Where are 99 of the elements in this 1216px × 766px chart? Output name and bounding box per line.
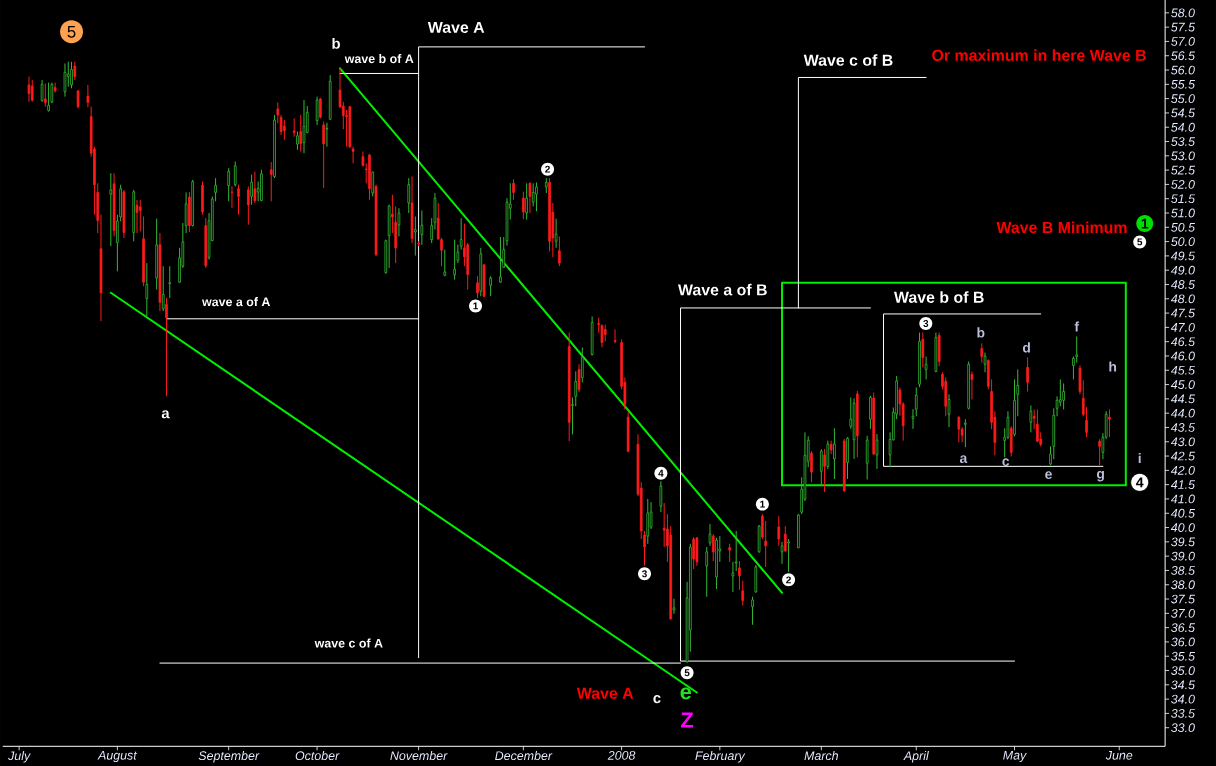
y-tick-label: 53.0 — [1171, 151, 1195, 161]
x-tick-label: June — [1105, 750, 1133, 760]
y-tick-label: 42.5 — [1170, 451, 1196, 461]
annotation: b — [332, 37, 340, 49]
y-tick-label: 36.0 — [1171, 637, 1195, 647]
y-tick-label: 51.5 — [1171, 194, 1196, 203]
y-tick-label: 48.5 — [1170, 279, 1196, 289]
y-tick-label: 39.0 — [1171, 551, 1195, 561]
annotation: Wave b of B — [894, 291, 984, 303]
annotation: wave b of A — [344, 53, 414, 64]
y-tick-label: 49.0 — [1170, 265, 1195, 275]
y-tick-label: 34.5 — [1171, 680, 1196, 690]
annotation: b — [977, 327, 985, 338]
annotation: Wave c of B — [803, 54, 893, 66]
annotation: Wave A — [576, 687, 634, 699]
y-tick-label: 35.5 — [1171, 651, 1196, 661]
y-tick-label: 54.5 — [1171, 108, 1196, 118]
annotation: 4 — [658, 469, 664, 477]
annotation: Z — [681, 712, 694, 728]
y-tick-label: 56.5 — [1171, 51, 1196, 61]
y-tick-label: 54.0 — [1171, 122, 1195, 132]
y-tick-label: 51.0 — [1171, 208, 1195, 218]
y-tick-label: 40.0 — [1170, 523, 1195, 532]
y-tick-label: 37.5 — [1171, 594, 1196, 604]
annotation: i — [1138, 452, 1141, 463]
x-tick-label: September — [198, 750, 260, 763]
x-tick-label: February — [695, 750, 746, 763]
y-tick-label: 41.5 — [1170, 480, 1196, 489]
annotation: wave a of A — [202, 296, 271, 307]
y-tick-label: 52.5 — [1171, 165, 1196, 175]
annotation: c — [653, 694, 661, 704]
y-tick-label: 36.5 — [1171, 623, 1196, 632]
y-tick-label: 55.5 — [1171, 79, 1196, 89]
annotation: d — [1022, 342, 1030, 353]
y-tick-label: 33.5 — [1171, 708, 1196, 718]
y-tick-label: 44.0 — [1170, 408, 1195, 418]
y-tick-label: 33.0 — [1171, 723, 1195, 732]
x-tick-label: April — [903, 750, 929, 763]
annotation: a — [959, 455, 968, 463]
y-tick-label: 40.5 — [1170, 508, 1196, 518]
y-tick-label: 56.0 — [1171, 65, 1195, 75]
annotation: g — [1096, 470, 1104, 482]
x-tick-label: December — [495, 750, 553, 760]
y-tick-label: 45.0 — [1170, 380, 1195, 389]
annotation: e — [680, 687, 692, 700]
y-tick-label: 52.0 — [1171, 179, 1195, 189]
annotation: 1 — [473, 302, 479, 310]
annotation: c — [1002, 458, 1010, 466]
y-tick-label: 39.5 — [1171, 537, 1196, 547]
y-tick-label: 43.5 — [1170, 422, 1196, 432]
y-tick-label: 47.0 — [1170, 322, 1195, 332]
annotation: 2 — [545, 165, 550, 173]
annotation: 5 — [67, 25, 76, 38]
annotation: Or maximum in here Wave B — [932, 49, 1146, 61]
annotation: wave c of A — [314, 638, 383, 648]
y-tick-label: 50.0 — [1171, 237, 1195, 246]
y-tick-label: 58.0 — [1171, 8, 1195, 18]
x-tick-label: May — [1003, 750, 1027, 762]
annotation: 2 — [786, 576, 791, 584]
annotation: Wave B Minimum — [996, 221, 1127, 234]
y-tick-label: 34.0 — [1171, 694, 1195, 704]
x-tick-label: November — [390, 750, 448, 760]
y-tick-label: 57.5 — [1171, 22, 1196, 32]
x-tick-label: July — [8, 750, 31, 763]
y-tick-label: 45.5 — [1170, 365, 1196, 375]
y-tick-label: 53.5 — [1171, 137, 1196, 146]
x-tick-label: 2008 — [607, 750, 636, 760]
y-tick-label: 46.5 — [1170, 337, 1196, 346]
annotation: 5 — [684, 669, 690, 677]
y-tick-label: 38.5 — [1171, 565, 1196, 575]
y-tick-label: 35.0 — [1171, 666, 1195, 675]
y-tick-label: 41.0 — [1170, 494, 1195, 504]
y-tick-label: 46.0 — [1170, 351, 1195, 361]
y-tick-label: 48.0 — [1170, 294, 1195, 304]
annotation: 3 — [641, 570, 647, 578]
annotation: h — [1109, 361, 1117, 372]
annotation: 4 — [1136, 477, 1144, 488]
y-tick-label: 55.0 — [1171, 94, 1195, 103]
y-tick-label: 44.5 — [1170, 394, 1196, 404]
y-tick-label: 49.5 — [1170, 251, 1196, 261]
y-tick-label: 50.5 — [1171, 222, 1196, 232]
y-tick-label: 38.0 — [1171, 580, 1195, 590]
annotation: a — [161, 410, 170, 419]
x-tick-label: August — [97, 750, 138, 762]
annotation: 1 — [760, 500, 765, 508]
y-tick-label: 47.5 — [1170, 308, 1196, 318]
annotation: e — [1045, 471, 1052, 479]
annotation: 1 — [1141, 218, 1149, 229]
y-tick-label: 43.0 — [1170, 437, 1195, 447]
x-tick-label: October — [295, 750, 340, 760]
annotation: 3 — [923, 319, 929, 327]
annotation: Wave a of B — [678, 283, 767, 296]
annotation: Wave A — [427, 21, 485, 33]
y-tick-label: 42.0 — [1170, 465, 1195, 475]
y-tick-label: 57.0 — [1171, 36, 1195, 46]
annotation: 5 — [1137, 238, 1143, 246]
x-tick-label: March — [804, 750, 839, 760]
annotation: f — [1074, 321, 1080, 332]
y-tick-label: 37.0 — [1171, 608, 1195, 618]
